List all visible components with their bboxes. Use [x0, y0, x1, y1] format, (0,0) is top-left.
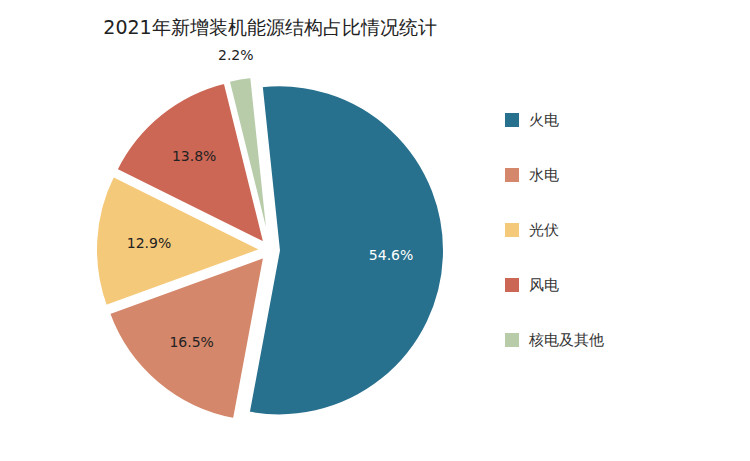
legend-swatch — [505, 278, 519, 292]
legend-swatch — [505, 333, 519, 347]
legend-label: 核电及其他 — [528, 331, 604, 349]
pie-slice — [229, 77, 269, 241]
chart-title: 2021年新增装机能源结构占比情况统计 — [103, 16, 436, 38]
legend: 火电水电光伏风电核电及其他 — [505, 111, 604, 349]
legend-label: 光伏 — [529, 221, 559, 239]
legend-label: 风电 — [529, 276, 559, 294]
pie: 54.6% 16.5% 12.9% 13.8% 2.2% — [96, 47, 444, 419]
pie-slice — [249, 85, 444, 415]
legend-item: 光伏 — [505, 221, 559, 239]
data-label: 54.6% — [369, 247, 413, 263]
chart-root: 2021年新增装机能源结构占比情况统计 54.6% 16.5% 12.9% 13.8% 2… — [0, 0, 750, 461]
data-label: 13.8% — [172, 147, 216, 163]
legend-item: 核电及其他 — [505, 331, 604, 349]
legend-item: 风电 — [505, 276, 559, 294]
data-label: 16.5% — [169, 334, 213, 350]
data-label: 12.9% — [127, 235, 171, 251]
legend-swatch — [505, 168, 519, 182]
legend-label: 水电 — [529, 166, 559, 184]
legend-label: 火电 — [529, 111, 559, 129]
legend-swatch — [505, 113, 519, 127]
data-label: 2.2% — [218, 47, 254, 63]
legend-item: 水电 — [505, 166, 559, 184]
legend-swatch — [505, 223, 519, 237]
legend-item: 火电 — [505, 111, 559, 129]
